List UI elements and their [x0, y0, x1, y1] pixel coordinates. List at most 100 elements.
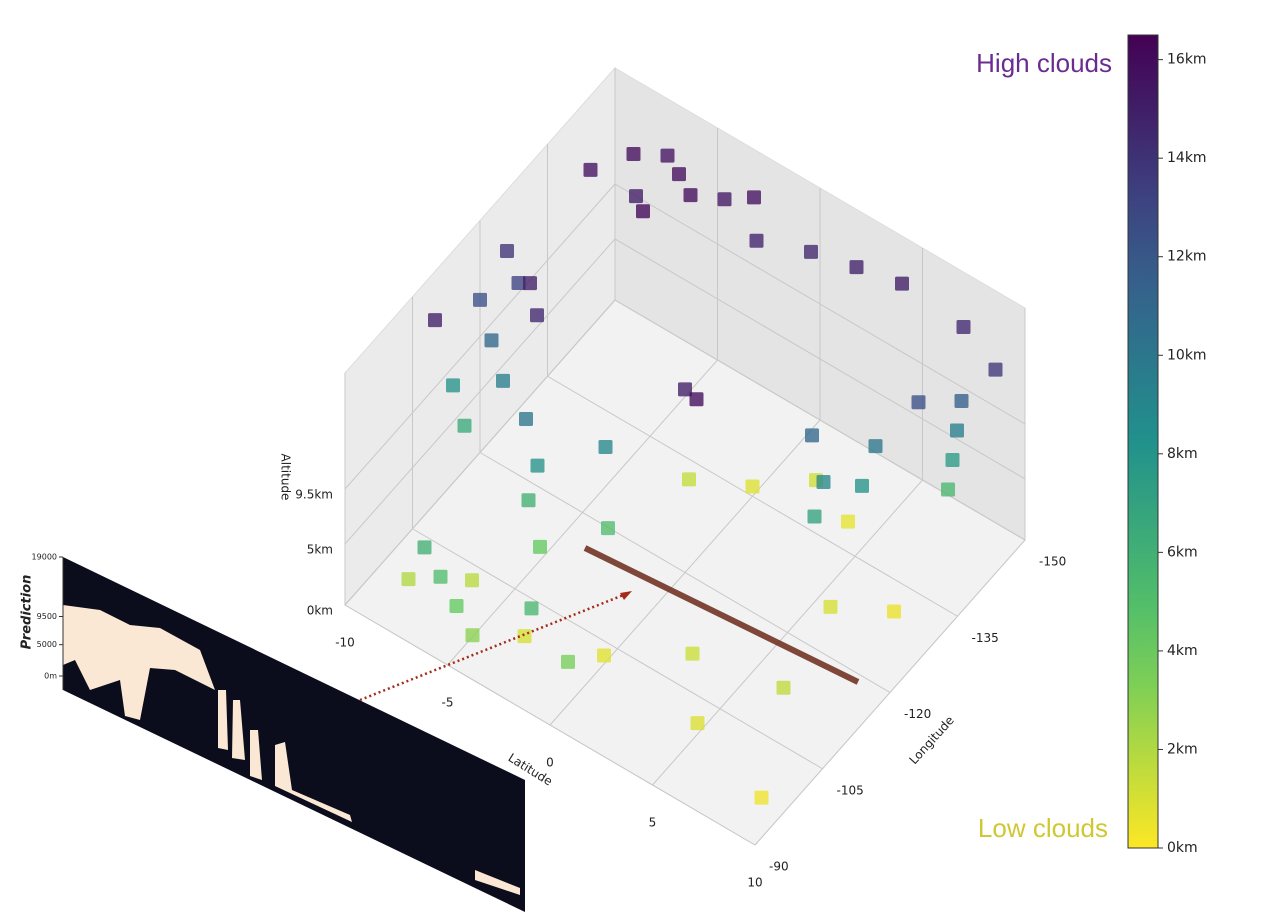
point — [749, 233, 764, 248]
point — [524, 601, 539, 616]
annotation-high: High clouds — [976, 48, 1112, 78]
inset-tick-label: 9500 — [37, 612, 57, 621]
point — [685, 646, 700, 661]
point — [672, 167, 686, 182]
point — [417, 540, 432, 555]
colorbar-tick-label: 6km — [1167, 544, 1198, 560]
point — [500, 244, 514, 259]
point — [988, 362, 1003, 377]
x-tick-label: -5 — [442, 696, 454, 710]
point — [678, 382, 692, 397]
grid-line — [614, 183, 1026, 425]
colorbar-tick-label: 2km — [1167, 741, 1198, 757]
point — [598, 439, 613, 454]
annotation-low: Low clouds — [978, 813, 1108, 843]
point — [804, 244, 818, 259]
grid-line — [412, 528, 823, 770]
grid-line — [344, 604, 756, 846]
inset-tick-label: 19000 — [32, 553, 57, 562]
point — [855, 478, 869, 493]
colorbar-tick-label: 12km — [1167, 249, 1207, 265]
y-tick-label: -150 — [1039, 555, 1066, 569]
inset-tick-label: 5000 — [37, 640, 57, 649]
point — [496, 373, 510, 388]
point — [745, 479, 760, 494]
point — [465, 628, 480, 643]
inset-clouds — [63, 605, 520, 895]
point — [683, 188, 698, 203]
point — [911, 395, 926, 410]
point — [465, 573, 479, 588]
colorbar-tick-label: 10km — [1167, 347, 1207, 363]
y-tick-label: -135 — [972, 631, 999, 645]
point — [887, 604, 901, 619]
point — [428, 313, 442, 328]
inset-tick-label: 0m — [44, 672, 57, 681]
satellite-track — [583, 545, 860, 685]
colorbar-tick-label: 14km — [1167, 150, 1207, 166]
point — [954, 393, 969, 408]
point — [484, 333, 499, 348]
z-tick-label: 9.5km — [295, 488, 333, 502]
grid-line — [344, 238, 616, 545]
point — [597, 648, 611, 663]
point — [717, 192, 732, 207]
point — [629, 189, 643, 204]
grid-line — [614, 238, 1026, 480]
grid-line — [344, 183, 616, 490]
point — [849, 260, 864, 275]
point — [841, 514, 855, 529]
point — [401, 572, 416, 587]
point — [747, 190, 761, 205]
arrow-head — [620, 591, 632, 600]
point — [511, 275, 526, 290]
inset: Prediction — [20, 557, 525, 912]
z-tick-label: 5km — [307, 542, 333, 556]
y-axis-label: Longitude — [906, 713, 956, 767]
point — [523, 276, 537, 291]
point — [601, 521, 615, 536]
z-axis-label: Altitude — [279, 454, 293, 501]
point — [776, 680, 791, 695]
y-tick-label: -120 — [904, 707, 931, 721]
colorbar — [1127, 34, 1159, 849]
point — [941, 482, 955, 497]
x-tick-label: 5 — [649, 816, 657, 830]
point — [446, 378, 460, 393]
point — [519, 412, 533, 427]
x-tick-label: 0 — [546, 756, 554, 770]
point — [816, 474, 831, 489]
point — [895, 276, 909, 291]
point — [521, 493, 536, 508]
point — [561, 654, 575, 669]
grid-line — [547, 375, 958, 617]
point — [457, 418, 472, 433]
y-tick-label: -105 — [837, 783, 864, 797]
y-tick-label: -90 — [769, 860, 789, 874]
point — [823, 599, 838, 614]
colorbar-tick-label: 4km — [1167, 643, 1198, 659]
point — [754, 790, 769, 805]
point — [805, 428, 819, 443]
colorbar-tick-label: 8km — [1167, 446, 1198, 462]
scatter-points — [401, 147, 1003, 805]
point — [689, 392, 704, 407]
point — [945, 453, 960, 468]
x-tick-label: 10 — [747, 876, 762, 890]
point — [473, 292, 487, 307]
grid-line — [479, 452, 891, 693]
grid-line — [614, 299, 1026, 541]
point — [530, 458, 545, 473]
point — [533, 539, 547, 554]
point — [636, 204, 650, 219]
point — [449, 598, 464, 613]
grid — [344, 68, 1026, 846]
point — [682, 472, 696, 487]
point — [950, 423, 964, 438]
point — [433, 569, 448, 584]
point — [626, 147, 641, 162]
point — [868, 439, 883, 454]
colorbar-tick-label: 16km — [1167, 52, 1207, 68]
point — [807, 509, 822, 524]
